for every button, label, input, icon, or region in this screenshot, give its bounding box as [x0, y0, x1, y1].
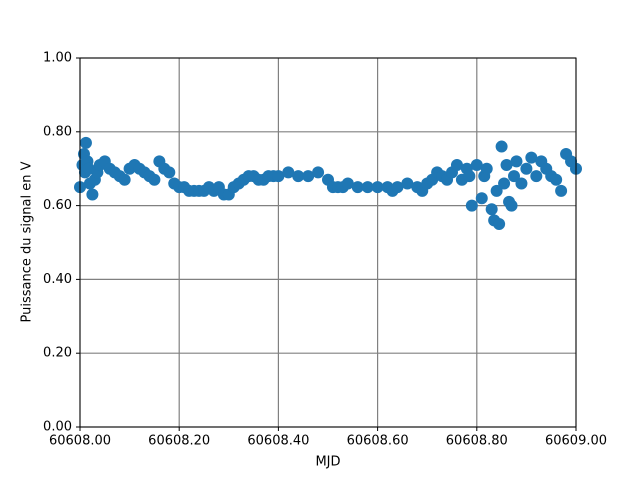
- point: [79, 136, 92, 149]
- point: [510, 155, 523, 168]
- x-tick-label: 60608.80: [446, 434, 508, 449]
- point: [498, 177, 511, 190]
- point: [341, 177, 354, 190]
- y-tick-label: 0.60: [43, 198, 72, 213]
- y-tick-label: 1.00: [43, 51, 72, 66]
- y-axis-label: Puissance du signal en V: [20, 161, 35, 322]
- y-tick-label: 0.00: [43, 420, 72, 435]
- y-tick-label: 0.80: [43, 124, 72, 139]
- x-axis-label: MJD: [315, 455, 340, 470]
- point: [163, 166, 176, 179]
- x-tick-label: 60608.40: [247, 434, 309, 449]
- point: [525, 151, 538, 164]
- x-tick-label: 60608.20: [148, 434, 210, 449]
- point: [530, 170, 543, 183]
- point: [508, 170, 520, 183]
- point: [463, 170, 476, 183]
- point: [302, 170, 315, 183]
- point: [480, 162, 493, 175]
- point: [361, 181, 374, 194]
- point: [312, 166, 325, 179]
- point: [495, 140, 508, 153]
- point: [490, 184, 503, 197]
- point: [515, 177, 528, 190]
- point: [475, 192, 488, 205]
- point: [550, 173, 563, 186]
- point: [148, 173, 161, 186]
- x-tick-label: 60608.00: [49, 434, 111, 449]
- point: [401, 177, 414, 190]
- x-tick-label: 60608.60: [347, 434, 409, 449]
- point: [505, 199, 518, 212]
- point: [493, 218, 506, 231]
- point: [465, 199, 478, 212]
- point: [391, 181, 404, 194]
- axes-frame: [79, 57, 577, 428]
- y-tick-label: 0.40: [43, 272, 72, 287]
- point: [292, 170, 305, 183]
- point: [118, 173, 131, 186]
- point: [86, 188, 99, 201]
- point: [351, 181, 364, 194]
- point: [500, 159, 513, 172]
- point: [371, 181, 384, 194]
- point: [450, 159, 463, 172]
- x-tick-label: 60609.00: [545, 434, 607, 449]
- points: [74, 136, 582, 231]
- point: [282, 166, 295, 179]
- point: [520, 162, 533, 175]
- point: [555, 184, 568, 197]
- point: [272, 170, 285, 183]
- y-tick-label: 0.20: [43, 346, 72, 361]
- point: [485, 203, 498, 216]
- point: [470, 159, 483, 172]
